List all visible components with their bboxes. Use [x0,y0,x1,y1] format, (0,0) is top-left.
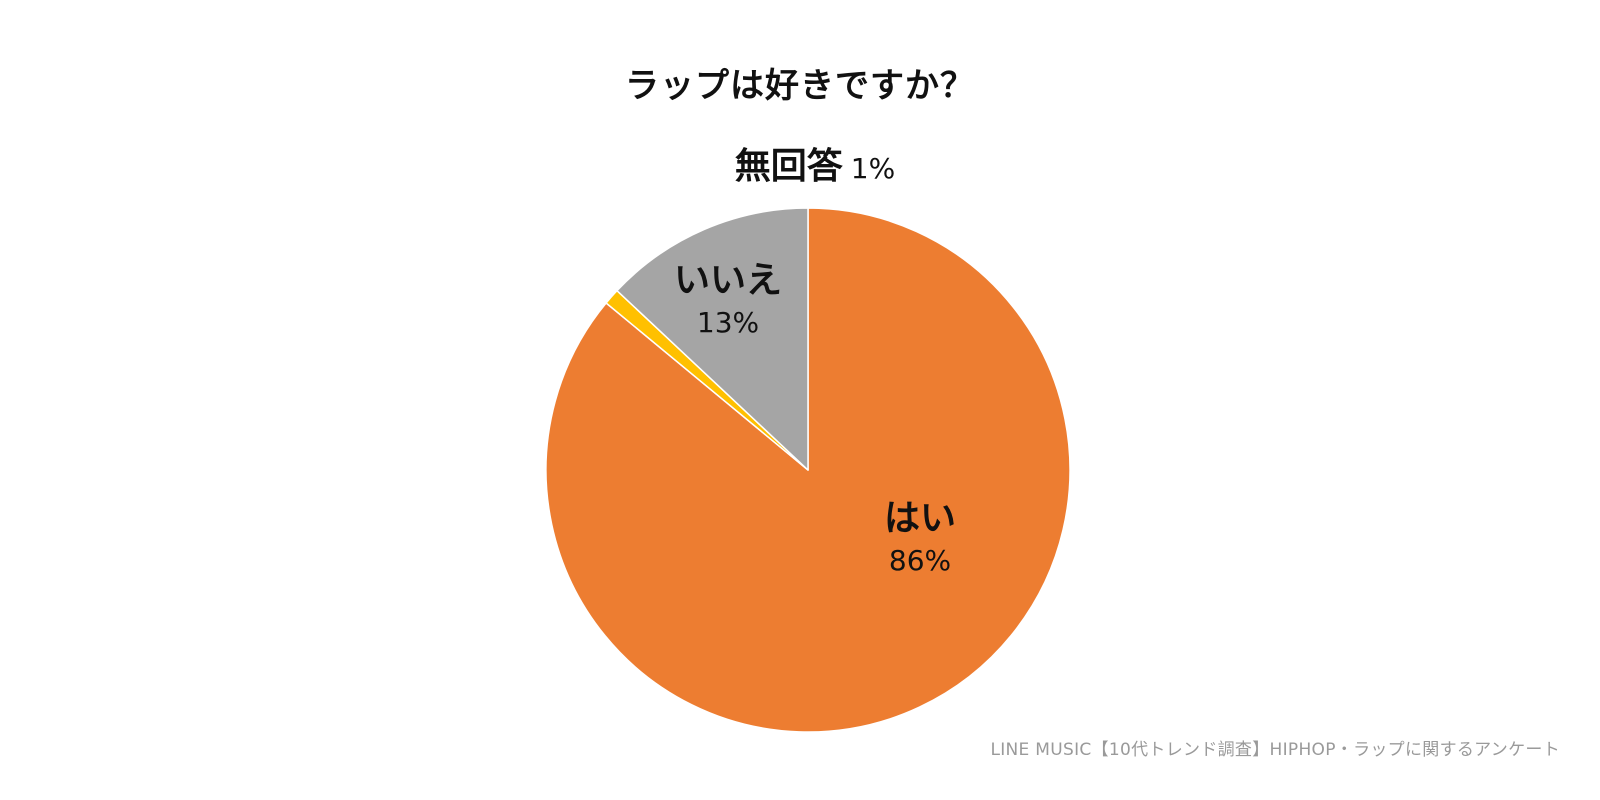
slice-value-0: 86% [889,544,951,577]
source-caption: LINE MUSIC【10代トレンド調査】HIPHOP・ラップに関するアンケート [990,740,1560,760]
pie-slice-2 [616,207,809,471]
slice-value-2: 13% [697,306,759,339]
pie-slices [545,207,1071,733]
slice-label-1: 無回答 1% [735,146,895,187]
pie-labels: はい 86% 無回答 1% いいえ 13% [674,146,956,577]
chart-title: ラップは好きですか？ [625,66,975,106]
slice-name-0: はい [884,498,956,539]
slice-name-2: いいえ [674,260,782,301]
